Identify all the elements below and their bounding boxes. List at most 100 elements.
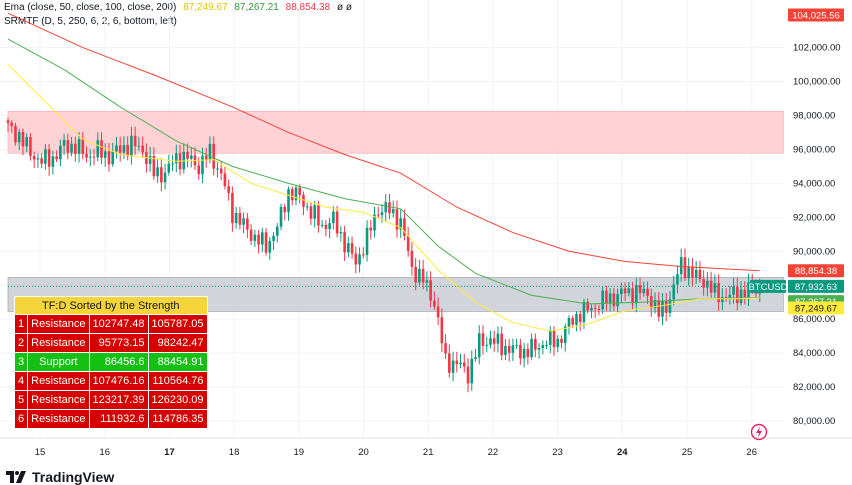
flash-icon[interactable] bbox=[750, 423, 768, 441]
candle-body bbox=[418, 268, 421, 283]
candles bbox=[6, 117, 762, 393]
candle-body bbox=[309, 206, 313, 219]
candle-body bbox=[586, 301, 589, 311]
x-tick-label: 22 bbox=[488, 447, 499, 458]
candle-body bbox=[631, 288, 634, 304]
sr-row-kind: Support bbox=[27, 352, 90, 372]
candle-body bbox=[612, 293, 616, 307]
candle-body bbox=[736, 286, 739, 304]
candle-body bbox=[339, 232, 343, 234]
candle-body bbox=[320, 224, 324, 226]
candle-body bbox=[687, 266, 690, 279]
x-tick-label: 16 bbox=[99, 447, 110, 458]
candle-body bbox=[664, 301, 668, 313]
candle-body bbox=[425, 280, 429, 283]
candle-body bbox=[511, 345, 515, 353]
candle-body bbox=[253, 234, 257, 241]
candle-body bbox=[115, 145, 118, 152]
candle-body bbox=[474, 357, 477, 359]
candle-body bbox=[88, 156, 92, 158]
candle-body bbox=[118, 145, 122, 153]
candle-body bbox=[167, 163, 171, 173]
sr-row-kind: Resistance bbox=[27, 390, 90, 410]
x-tick-label: 17 bbox=[164, 447, 175, 458]
tradingview-logo[interactable]: TradingView bbox=[6, 469, 114, 485]
x-tick-label: 25 bbox=[682, 447, 693, 458]
sr-table: TF:D Sorted by the Strength 1 Resistance… bbox=[13, 296, 208, 429]
candle-body bbox=[721, 297, 724, 303]
ema-legend[interactable]: Ema (close, 50, close, 100, close, 200) … bbox=[4, 2, 356, 13]
candle-body bbox=[676, 274, 679, 285]
candle-body bbox=[549, 330, 552, 345]
candle-body bbox=[642, 288, 646, 294]
ema50-value: 87,249.67 bbox=[183, 2, 228, 13]
candle-body bbox=[66, 140, 70, 153]
candle-body bbox=[556, 338, 560, 348]
candle-body bbox=[747, 282, 750, 298]
candle-body bbox=[74, 143, 77, 154]
candle-body bbox=[85, 153, 88, 158]
candle-body bbox=[433, 300, 436, 307]
candle-body bbox=[563, 326, 567, 343]
price-tag-bg bbox=[788, 8, 844, 22]
srmtf-legend[interactable]: SRMTF (D, 5, 250, 6, 2, 6, bottom, left) bbox=[4, 16, 181, 27]
candle-body bbox=[47, 149, 51, 167]
candle-body bbox=[436, 306, 440, 318]
candle-body bbox=[541, 345, 545, 349]
candle-body bbox=[459, 362, 462, 365]
candle-body bbox=[485, 344, 489, 346]
sr-row-high: 110564.76 bbox=[147, 371, 208, 391]
candle-body bbox=[81, 139, 85, 154]
price-axis: 80,000.0082,000.0084,000.0086,000.0088,0… bbox=[784, 0, 852, 438]
candle-body bbox=[6, 120, 10, 123]
x-tick-label: 15 bbox=[35, 447, 46, 458]
candle-body bbox=[668, 299, 672, 313]
candle-body bbox=[406, 235, 410, 252]
candle-body bbox=[55, 156, 58, 160]
candle-body bbox=[709, 280, 713, 293]
candle-body bbox=[635, 285, 638, 304]
sr-row-index: 6 bbox=[13, 409, 29, 429]
ema50-line bbox=[7, 64, 760, 332]
candle-body bbox=[455, 360, 459, 365]
candle-body bbox=[32, 155, 36, 160]
x-tick-label: 19 bbox=[294, 447, 305, 458]
y-tick-label: 80,000.00 bbox=[793, 416, 835, 427]
ema-legend-label: Ema (close, 50, close, 100, close, 200) bbox=[4, 2, 177, 13]
candle-body bbox=[317, 205, 320, 226]
candle-body bbox=[391, 209, 395, 214]
candle-body bbox=[429, 280, 432, 301]
candle-body bbox=[59, 145, 62, 160]
candle-body bbox=[470, 358, 474, 384]
candle-body bbox=[395, 209, 399, 230]
candle-body bbox=[545, 344, 548, 346]
candle-body bbox=[219, 168, 223, 174]
sr-row: 4 Resistance 107476.16 110564.76 bbox=[13, 371, 208, 391]
candle-body bbox=[279, 206, 283, 227]
candle-body bbox=[223, 173, 227, 187]
sr-row-kind: Resistance bbox=[27, 333, 90, 353]
candle-body bbox=[272, 235, 275, 241]
candle-body bbox=[242, 218, 245, 225]
candle-body bbox=[21, 132, 25, 147]
candle-body bbox=[130, 135, 133, 157]
candle-body bbox=[77, 139, 81, 154]
candle-body bbox=[44, 149, 47, 164]
sr-row-low: 123217.39 bbox=[88, 390, 149, 410]
candle-body bbox=[156, 167, 159, 177]
candle-body bbox=[148, 156, 152, 164]
candle-body bbox=[444, 343, 447, 354]
candle-body bbox=[234, 212, 238, 223]
candle-body bbox=[298, 187, 302, 195]
price-price-tag: 87,932.63 bbox=[788, 279, 844, 293]
candle-body bbox=[376, 214, 380, 216]
candle-body bbox=[373, 214, 376, 231]
candle-body bbox=[14, 125, 17, 143]
candle-body bbox=[620, 288, 623, 295]
x-tick-label: 23 bbox=[552, 447, 563, 458]
candle-body bbox=[275, 226, 279, 236]
candle-body bbox=[380, 212, 384, 216]
candle-body bbox=[137, 145, 141, 147]
x-tick-label: 26 bbox=[746, 447, 757, 458]
